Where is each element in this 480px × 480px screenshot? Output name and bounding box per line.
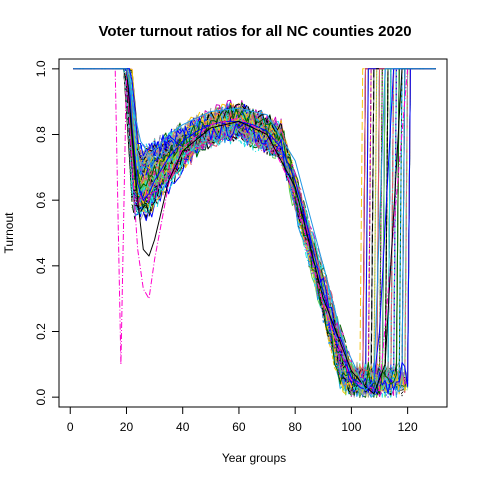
- y-tick-label: 0.8: [34, 126, 48, 143]
- x-axis: 0 20 40 60 80 100 120: [67, 407, 418, 434]
- y-tick-label: 0.6: [34, 192, 48, 209]
- x-tick-label: 40: [176, 420, 190, 434]
- county-series-line: [73, 68, 436, 398]
- county-series-line: [73, 68, 436, 395]
- x-tick-label: 120: [398, 420, 418, 434]
- x-tick-label: 80: [288, 420, 302, 434]
- series-group: [73, 68, 436, 398]
- y-axis: 0.0 0.2 0.4 0.6 0.8 1.0: [34, 60, 59, 405]
- y-tick-label: 0.0: [34, 388, 48, 405]
- representative-series-line: [73, 68, 436, 392]
- x-tick-label: 0: [67, 420, 74, 434]
- y-tick-label: 0.2: [34, 323, 48, 340]
- x-tick-label: 60: [232, 420, 246, 434]
- y-axis-label: Turnout: [2, 212, 16, 254]
- county-series-line: [73, 68, 436, 398]
- representative-series-line: [73, 68, 436, 392]
- x-tick-label: 100: [341, 420, 361, 434]
- x-axis-label: Year groups: [222, 451, 286, 465]
- plot-frame: [58, 58, 448, 408]
- y-tick-label: 0.4: [34, 257, 48, 274]
- chart-title: Voter turnout ratios for all NC counties…: [98, 23, 411, 40]
- y-tick-label: 1.0: [34, 60, 48, 77]
- x-tick-label: 20: [120, 420, 134, 434]
- representative-series-line: [73, 68, 436, 395]
